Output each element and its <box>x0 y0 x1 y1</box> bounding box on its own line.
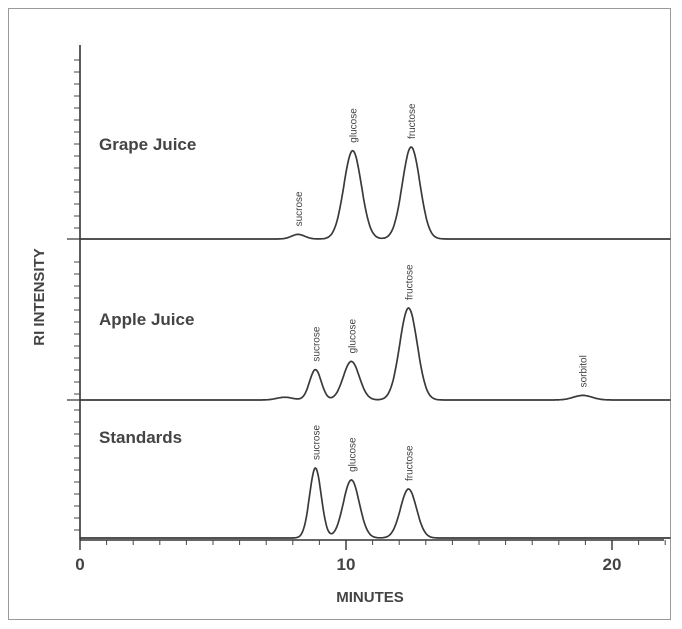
peak-label-apple-juice-sorbitol: sorbitol <box>579 355 590 387</box>
trace-name-grape-juice: Grape Juice <box>99 135 196 154</box>
trace-apple-juice <box>80 307 671 401</box>
peak-label-apple-juice-fructose: fructose <box>405 264 416 300</box>
x-tick-label: 20 <box>603 555 622 574</box>
trace-name-standards: Standards <box>99 428 182 447</box>
trace-name-apple-juice: Apple Juice <box>99 310 194 329</box>
trace-grape-juice <box>80 146 671 240</box>
axes <box>67 45 664 541</box>
ticks: 0 10 20 <box>74 59 666 574</box>
peak-label-grape-juice-sucrose: sucrose <box>294 191 305 226</box>
x-tick-label: 0 <box>75 555 84 574</box>
peak-label-apple-juice-glucose: glucose <box>347 318 358 353</box>
peak-label-grape-juice-glucose: glucose <box>349 108 360 143</box>
trace-standards <box>80 466 671 539</box>
peak-label-standards-glucose: glucose <box>347 437 358 472</box>
peak-label-standards-sucrose: sucrose <box>311 425 322 460</box>
peak-label-standards-fructose: fructose <box>405 445 416 481</box>
x-axis-title: MINUTES <box>336 589 404 606</box>
labels: Grape Juice sucrose glucose fructose Apple J… <box>99 103 590 481</box>
y-axis-title: RI INTENSITY <box>31 248 48 346</box>
traces <box>80 146 671 539</box>
peak-label-apple-juice-sucrose: sucrose <box>311 326 322 361</box>
peak-label-grape-juice-fructose: fructose <box>407 103 418 139</box>
x-tick-label: 10 <box>337 555 356 574</box>
